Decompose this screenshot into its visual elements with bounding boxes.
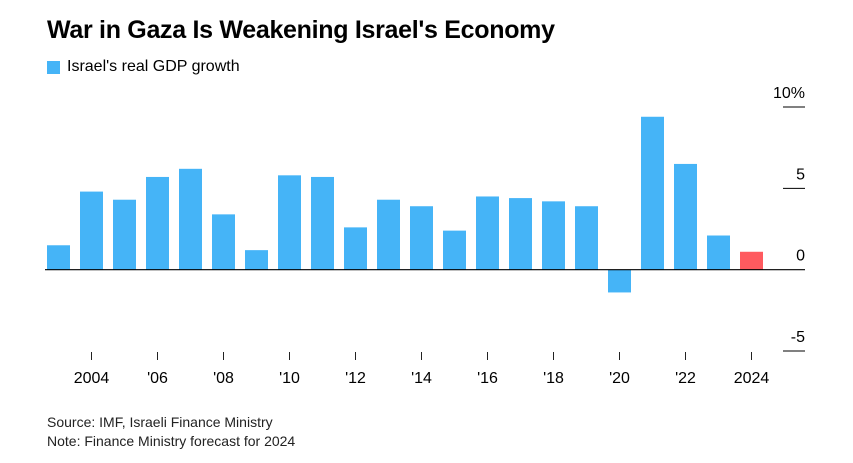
bar-2003 [47, 245, 70, 270]
bar-2008 [212, 214, 235, 270]
bar-2006 [146, 176, 169, 270]
x-tick-label: 2004 [74, 370, 110, 387]
legend-label: Israel's real GDP growth [67, 58, 240, 75]
legend-swatch [47, 60, 60, 74]
chart-title: War in Gaza Is Weakening Israel's Econom… [47, 16, 555, 44]
bar-2010 [278, 175, 301, 270]
legend: Israel's real GDP growth [47, 58, 240, 76]
bar-chart: 10%50-5 2004'06'08'10'12'14'16'18'20'22 2… [45, 85, 805, 387]
bar-2018 [542, 201, 565, 270]
x-tick-label: '18 [543, 370, 564, 387]
bar-2022 [674, 163, 697, 270]
x-tick-label: '10 [279, 370, 300, 387]
bar-2009 [245, 250, 268, 270]
bar-2016 [476, 196, 499, 270]
bar-2015 [443, 230, 466, 270]
bar-2011 [311, 176, 334, 270]
bar-2012 [344, 227, 367, 270]
x-tick-label: 2024 [734, 370, 770, 387]
x-ticks-group: 2004 '06 '08 '10 '12 '14 '16 '18 '20 '22 2024 [74, 352, 770, 387]
bar-2013 [377, 199, 400, 270]
x-tick-label: '12 [345, 370, 366, 387]
x-tick-label: '22 [675, 370, 696, 387]
y-tick-label: 5 [796, 166, 805, 183]
y-tick-label: 0 [796, 248, 805, 265]
y-tick-label: -5 [791, 329, 805, 346]
bar-2005 [113, 199, 136, 270]
bar-2023 [707, 235, 730, 270]
bar-2004 [80, 191, 103, 270]
bar-2007 [179, 168, 202, 270]
x-tick-label: '08 [213, 370, 234, 387]
bar-2021 [641, 116, 664, 270]
x-tick-label: '16 [477, 370, 498, 387]
y-ticks-group: 10% 5 0 -5 [773, 85, 805, 352]
x-tick-label: '20 [609, 370, 630, 387]
source-note: Source: IMF, Israeli Finance Ministry [47, 414, 273, 430]
y-tick-label: 10% [773, 85, 805, 102]
bar-2020 [608, 269, 631, 293]
bar-2017 [509, 198, 532, 270]
forecast-note: Note: Finance Ministry forecast for 2024 [47, 433, 296, 449]
bars-group [47, 116, 763, 293]
bar-2014 [410, 206, 433, 270]
bar-2024 [740, 251, 763, 270]
x-tick-label: '06 [147, 370, 168, 387]
bar-2019 [575, 206, 598, 270]
x-tick-label: '14 [411, 370, 432, 387]
